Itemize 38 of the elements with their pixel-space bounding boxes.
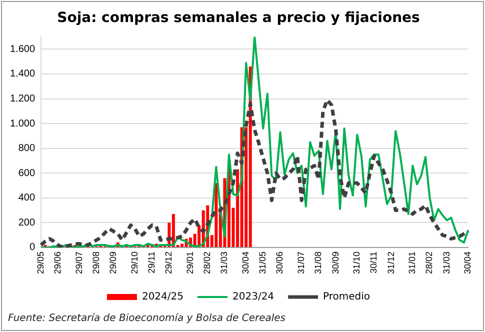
y-tick-label: 400 xyxy=(18,192,36,204)
x-tick-label: 29/11 xyxy=(146,251,157,274)
y-tick-label: 0 xyxy=(29,242,36,254)
x-tick-label: 30/04 xyxy=(240,251,251,274)
x-tick-label: 28/02 xyxy=(202,251,212,274)
x-tick-label: 29/05 xyxy=(36,251,46,274)
x-tick-label: 29/12 xyxy=(164,251,174,274)
y-tick-label: 600 xyxy=(18,168,36,179)
x-tick-label: 31/03 xyxy=(219,251,230,274)
x-tick-label: 29/01 xyxy=(185,251,196,274)
y-tick-label: 200 xyxy=(18,217,36,228)
x-tick-label: 31/08 xyxy=(313,251,324,274)
x-tick-label: 29/07 xyxy=(74,251,84,274)
y-tick-label: 1.400 xyxy=(10,68,36,80)
x-tick-label: 30/11 xyxy=(368,251,379,274)
chart-title: Soja: compras semanales a precio y fijaciones xyxy=(57,10,420,26)
x-tick-label: 29/10 xyxy=(129,251,140,274)
x-tick-label: 30/06 xyxy=(274,251,285,274)
y-tick-label: 800 xyxy=(18,143,36,154)
legend-label: Promedio xyxy=(323,292,370,303)
x-tick-label: 31/03 xyxy=(441,251,452,274)
legend-label: 2023/24 xyxy=(232,292,274,303)
x-tick-label: 28/02 xyxy=(424,251,434,274)
y-tick-label: 1.000 xyxy=(10,118,36,130)
y-tick-label: 1.600 xyxy=(10,44,36,55)
x-tick-label: 31/10 xyxy=(352,251,362,274)
legend-label: 2024/25 xyxy=(142,292,184,303)
x-tick-label: 31/07 xyxy=(296,251,306,274)
source-note: Fuente: Secretaría de Bioeconomía y Bolsa de Cereales xyxy=(8,313,286,324)
x-tick-label: 30/04 xyxy=(462,251,473,274)
x-tick-label: 29/08 xyxy=(91,251,102,274)
x-tick-label: 31/12 xyxy=(386,251,396,274)
x-tick-label: 31/05 xyxy=(258,251,268,274)
x-tick-label: 29/09 xyxy=(108,251,118,274)
y-tick-label: 1.200 xyxy=(10,94,36,105)
x-tick-label: 29/06 xyxy=(52,251,63,274)
x-tick-label: 30/09 xyxy=(330,251,340,274)
x-tick-label: 31/01 xyxy=(407,251,418,274)
